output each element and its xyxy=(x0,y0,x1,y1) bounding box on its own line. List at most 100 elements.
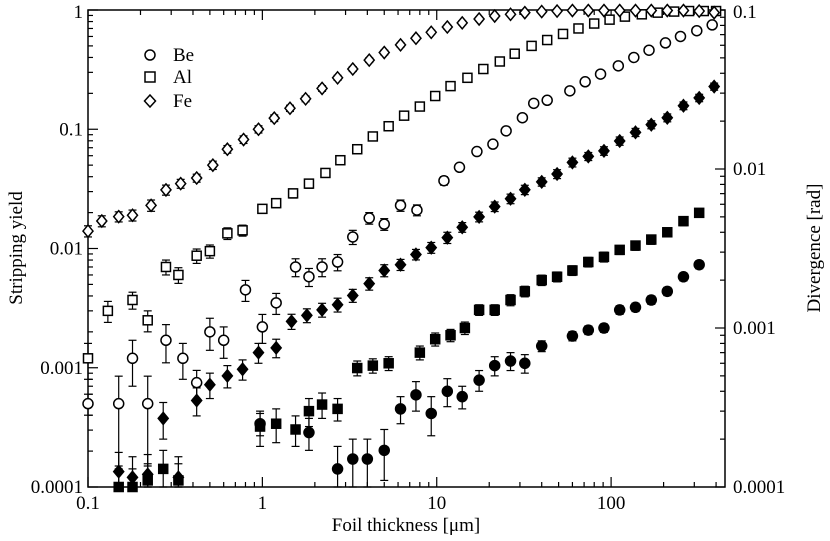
data-point xyxy=(488,199,501,214)
data-point xyxy=(160,261,172,273)
data-point xyxy=(536,274,547,286)
data-point xyxy=(157,411,170,426)
data-point xyxy=(142,315,153,326)
y-tick-label: 0.001 xyxy=(40,358,83,379)
data-point xyxy=(222,228,233,239)
data-point xyxy=(662,227,673,238)
data-point xyxy=(519,286,531,297)
data-point xyxy=(505,294,516,306)
data-point xyxy=(630,240,641,251)
data-point xyxy=(706,19,718,31)
data-point xyxy=(645,3,658,18)
data-point xyxy=(500,125,512,137)
data-point xyxy=(190,170,203,186)
data-point xyxy=(237,225,248,236)
data-point xyxy=(645,117,658,132)
data-point xyxy=(299,91,312,106)
data-point xyxy=(409,31,422,46)
series-divergence-al- xyxy=(113,207,705,493)
data-point xyxy=(82,353,94,364)
data-point xyxy=(190,376,203,389)
data-point xyxy=(551,3,564,19)
data-point xyxy=(394,37,407,53)
data-point xyxy=(204,245,216,257)
x-tick-label: 0.1 xyxy=(76,493,100,514)
data-point xyxy=(347,453,359,465)
data-point xyxy=(518,5,531,20)
data-point xyxy=(239,284,252,296)
data-point xyxy=(284,101,296,116)
data-point xyxy=(582,149,595,164)
data-point xyxy=(519,357,531,370)
data-point xyxy=(316,81,329,96)
data-point xyxy=(579,76,591,88)
data-point xyxy=(535,340,548,352)
data-point xyxy=(557,28,569,40)
data-point xyxy=(456,15,469,31)
x-tick-label: 100 xyxy=(597,493,626,514)
data-point xyxy=(708,79,721,94)
y-tick-label: 0.01 xyxy=(50,239,83,260)
data-point xyxy=(414,347,426,358)
data-point xyxy=(518,182,531,197)
data-point xyxy=(473,11,486,27)
data-point xyxy=(270,418,282,429)
data-marks xyxy=(82,3,722,493)
data-point xyxy=(256,321,269,333)
data-point xyxy=(332,403,343,415)
data-point xyxy=(445,80,456,92)
data-point xyxy=(378,218,390,230)
data-point xyxy=(646,234,657,245)
data-point xyxy=(290,424,301,435)
data-point xyxy=(504,355,517,367)
data-point xyxy=(191,250,202,261)
data-point xyxy=(351,362,363,374)
data-point xyxy=(320,167,331,179)
data-point xyxy=(410,389,422,401)
data-point xyxy=(331,256,344,268)
data-point xyxy=(566,3,579,18)
data-point xyxy=(441,19,454,35)
y2-axis-title: Divergence [rad] xyxy=(804,184,825,313)
data-point xyxy=(394,403,407,415)
data-point xyxy=(347,231,359,243)
data-point xyxy=(331,70,344,85)
data-point xyxy=(661,110,674,125)
data-point xyxy=(316,399,328,410)
data-point xyxy=(594,68,607,80)
data-point xyxy=(535,174,548,190)
x-axis-title: Foil thickness [μm] xyxy=(332,515,480,536)
data-point xyxy=(693,90,706,106)
data-point xyxy=(367,131,379,142)
data-point xyxy=(473,304,485,316)
y-tick-label: 0.0001 xyxy=(31,477,83,498)
data-point xyxy=(126,352,139,365)
data-point xyxy=(613,304,626,316)
data-point xyxy=(445,330,456,341)
data-point xyxy=(383,358,394,369)
data-point xyxy=(177,352,189,365)
data-point xyxy=(693,3,706,19)
data-point xyxy=(471,145,483,158)
data-point xyxy=(378,45,391,60)
data-point xyxy=(597,3,610,18)
legend-fe-label: Fe xyxy=(173,91,192,112)
data-point xyxy=(598,251,610,263)
data-point xyxy=(190,393,203,408)
data-point xyxy=(516,111,529,124)
data-point xyxy=(661,3,674,18)
data-point xyxy=(351,143,363,155)
legend-fe-marker xyxy=(143,93,157,109)
data-point xyxy=(112,209,125,224)
series-divergence-be- xyxy=(254,258,705,488)
data-point xyxy=(289,261,302,273)
data-point xyxy=(335,154,346,166)
data-point xyxy=(429,333,441,345)
y2-tick-label: 0.0001 xyxy=(733,477,785,498)
data-point xyxy=(598,322,610,334)
data-point xyxy=(346,288,359,303)
data-point xyxy=(645,294,658,306)
series-al xyxy=(82,5,722,380)
data-point xyxy=(582,324,595,336)
data-point xyxy=(174,176,187,191)
